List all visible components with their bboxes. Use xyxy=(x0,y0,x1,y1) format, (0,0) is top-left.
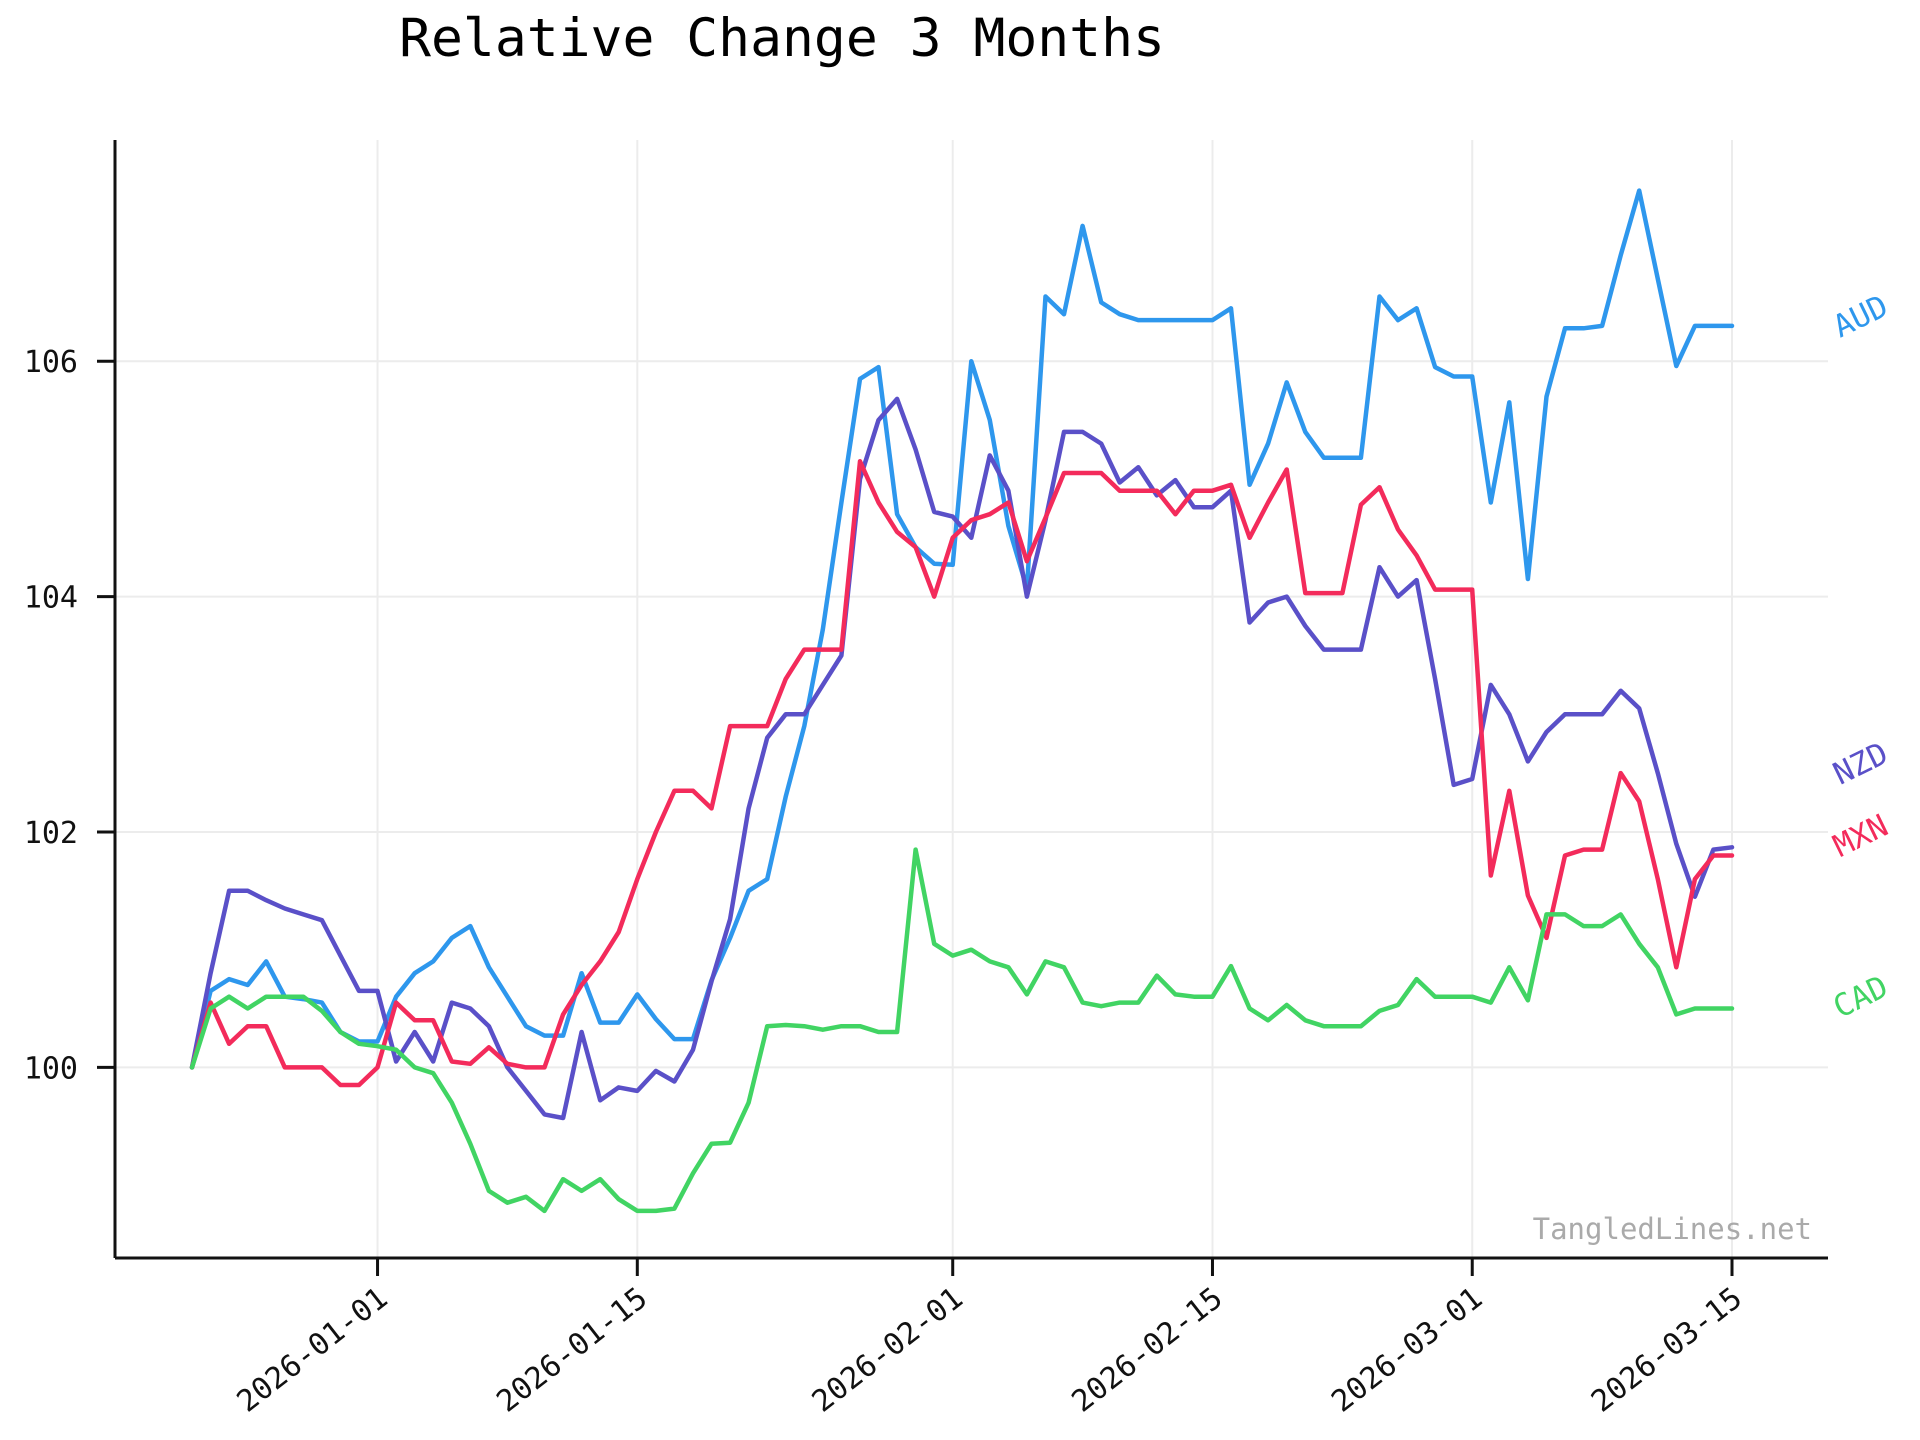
series-line-mxn xyxy=(189,459,1735,1088)
series-label-nzd: NZD xyxy=(1828,736,1894,793)
y-tick-label-104: 104 xyxy=(24,581,78,616)
series-label-cad: CAD xyxy=(1828,969,1894,1026)
series-line-cad xyxy=(189,847,1735,1214)
watermark: TangledLines.net xyxy=(1532,1212,1812,1246)
x-tick-label-2026-02-15: 2026-02-15 xyxy=(1066,1281,1230,1420)
page-title: Relative Change 3 Months xyxy=(399,8,1165,69)
x-tick-label-2026-03-15: 2026-03-15 xyxy=(1585,1281,1749,1420)
x-tick-label-2026-01-15: 2026-01-15 xyxy=(490,1281,654,1420)
y-tick-label-102: 102 xyxy=(24,816,78,851)
series-line-aud xyxy=(189,188,1735,1070)
series-label-mxn: MXN xyxy=(1828,808,1894,865)
y-tick-label-100: 100 xyxy=(24,1051,78,1086)
y-tick-label-106: 106 xyxy=(24,345,78,380)
x-tick-label-2026-03-01: 2026-03-01 xyxy=(1325,1281,1489,1420)
x-tick-label-2026-01-01: 2026-01-01 xyxy=(231,1281,395,1420)
series-label-aud: AUD xyxy=(1828,288,1894,345)
series-line-nzd xyxy=(189,396,1735,1121)
x-tick-label-2026-02-01: 2026-02-01 xyxy=(806,1281,970,1420)
